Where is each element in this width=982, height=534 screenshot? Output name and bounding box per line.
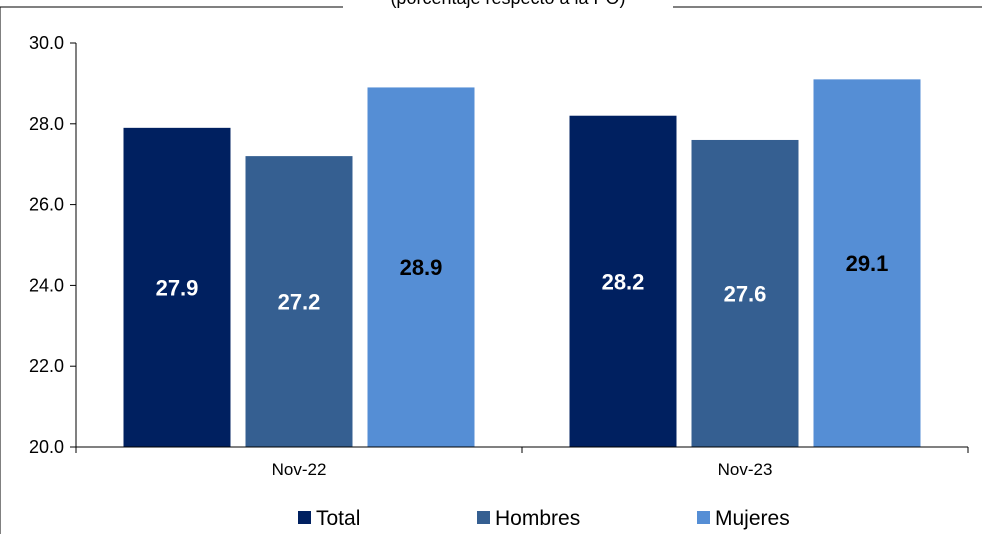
data-label-total-nov-23: 28.2 [602, 269, 645, 294]
x-tick-label-nov-22: Nov-22 [272, 460, 327, 479]
legend-label-total: Total [316, 507, 360, 530]
legend: Total Hombres Mujeres [298, 507, 790, 530]
y-tick-label-30.0: 30.0 [29, 33, 64, 53]
chart-title: (porcentaje respecto a la PO) [390, 0, 625, 8]
data-label-mujeres-nov-22: 28.9 [400, 255, 443, 280]
legend-swatch-mujeres [697, 511, 710, 524]
bar-mujeres-nov-22 [367, 87, 475, 447]
legend-label-hombres: Hombres [495, 507, 580, 530]
data-label-total-nov-22: 27.9 [156, 275, 199, 300]
x-tick-label-nov-23: Nov-23 [718, 460, 773, 479]
data-label-mujeres-nov-23: 29.1 [846, 251, 889, 276]
y-tick-label-22.0: 22.0 [29, 356, 64, 376]
bars-layer [123, 79, 921, 448]
axes-layer: Nov-22 Nov-23 20.0 22.0 24.0 26.0 28.0 30.0 [29, 33, 969, 479]
bar-mujeres-nov-23 [813, 79, 921, 448]
bar-hombres-nov-22 [245, 156, 353, 447]
y-tick-label-24.0: 24.0 [29, 275, 64, 295]
y-tick-label-28.0: 28.0 [29, 114, 64, 134]
y-tick-label-26.0: 26.0 [29, 195, 64, 215]
legend-swatch-total [298, 511, 311, 524]
bar-hombres-nov-23 [691, 139, 799, 447]
bar-total-nov-23 [569, 115, 677, 447]
y-tick-label-20.0: 20.0 [29, 437, 64, 457]
data-label-hombres-nov-22: 27.2 [278, 290, 321, 315]
bar-total-nov-22 [123, 127, 231, 447]
data-labels-layer: 27.9 27.2 28.9 28.2 27.6 29.1 [156, 251, 889, 314]
legend-label-mujeres: Mujeres [715, 507, 790, 530]
legend-swatch-hombres [477, 511, 490, 524]
data-label-hombres-nov-23: 27.6 [724, 281, 767, 306]
